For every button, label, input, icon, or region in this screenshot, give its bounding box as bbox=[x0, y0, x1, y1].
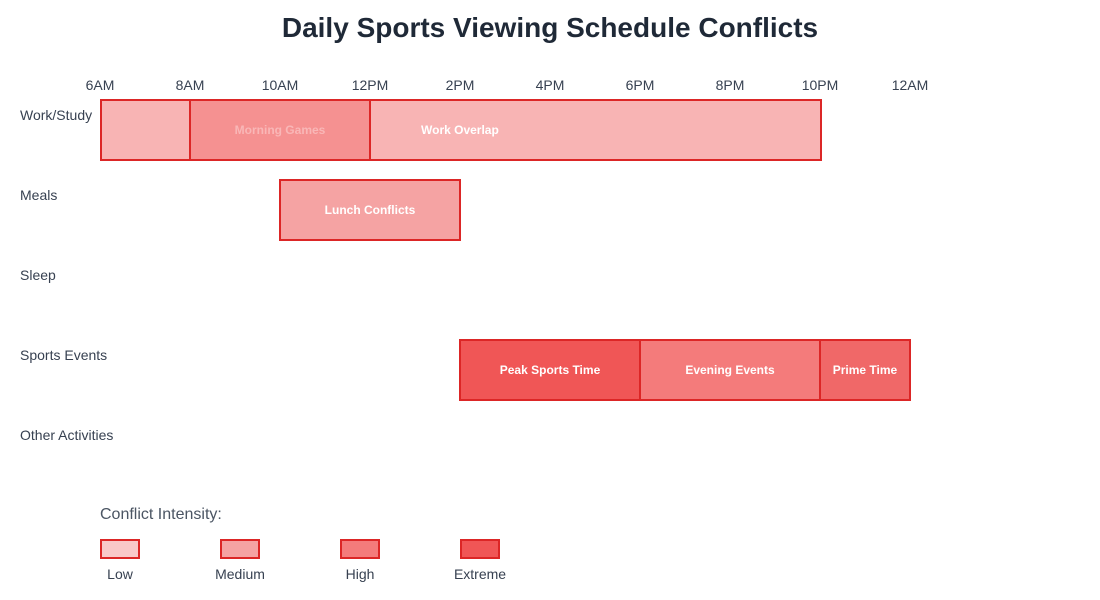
bar-label: Morning Games bbox=[234, 123, 326, 137]
legend-label: Medium bbox=[215, 566, 265, 582]
axis-tick: 2PM bbox=[445, 77, 475, 93]
row-label-sports-events: Sports Events bbox=[20, 347, 108, 363]
chart-title: Daily Sports Viewing Schedule Conflicts bbox=[281, 12, 819, 43]
axis-tick: 6PM bbox=[625, 77, 655, 93]
bar-lunch-conflicts[interactable]: Lunch Conflicts bbox=[279, 179, 461, 241]
bar-peak-sports-time[interactable]: Peak Sports Time bbox=[459, 339, 641, 401]
legend-label: High bbox=[345, 566, 375, 582]
legend-swatch bbox=[460, 539, 500, 559]
legend-item-extreme: Extreme bbox=[440, 539, 520, 582]
bar-label: Lunch Conflicts bbox=[324, 203, 416, 217]
legend-item-medium: Medium bbox=[200, 539, 280, 582]
bar-label: Work Overlap bbox=[421, 123, 499, 137]
row-label-other-activities: Other Activities bbox=[20, 427, 114, 443]
axis-tick: 8AM bbox=[175, 77, 205, 93]
legend-swatch bbox=[220, 539, 260, 559]
axis-tick: 10AM bbox=[261, 77, 299, 93]
legend-title: Conflict Intensity: bbox=[100, 506, 222, 523]
axis-tick: 10PM bbox=[801, 77, 839, 93]
bar-label: Evening Events bbox=[685, 363, 775, 377]
axis-tick: 6AM bbox=[85, 77, 115, 93]
bar-label: Peak Sports Time bbox=[499, 363, 601, 377]
legend-item-high: High bbox=[320, 539, 400, 582]
legend-item-low: Low bbox=[80, 539, 160, 582]
bar-work-overlap[interactable]: Work Overlap bbox=[369, 99, 822, 161]
axis-tick: 12AM bbox=[891, 77, 929, 93]
bar-prime-time[interactable]: Prime Time bbox=[819, 339, 911, 401]
legend-label: Extreme bbox=[453, 566, 507, 582]
legend-label: Low bbox=[107, 566, 133, 582]
legend-swatch bbox=[100, 539, 140, 559]
bar-morning-games[interactable]: Morning Games bbox=[189, 99, 371, 161]
bar-label: Prime Time bbox=[832, 363, 898, 377]
bar-evening-events[interactable]: Evening Events bbox=[639, 339, 821, 401]
axis-tick: 4PM bbox=[535, 77, 565, 93]
row-label-work-study: Work/Study bbox=[20, 107, 93, 123]
axis-tick: 8PM bbox=[715, 77, 745, 93]
axis-tick: 12PM bbox=[351, 77, 389, 93]
legend-swatch bbox=[340, 539, 380, 559]
row-label-meals: Meals bbox=[20, 187, 58, 203]
row-label-sleep: Sleep bbox=[20, 267, 56, 283]
